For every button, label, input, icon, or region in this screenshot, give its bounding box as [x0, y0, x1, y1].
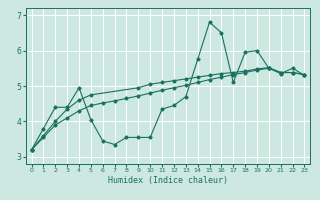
- X-axis label: Humidex (Indice chaleur): Humidex (Indice chaleur): [108, 176, 228, 185]
